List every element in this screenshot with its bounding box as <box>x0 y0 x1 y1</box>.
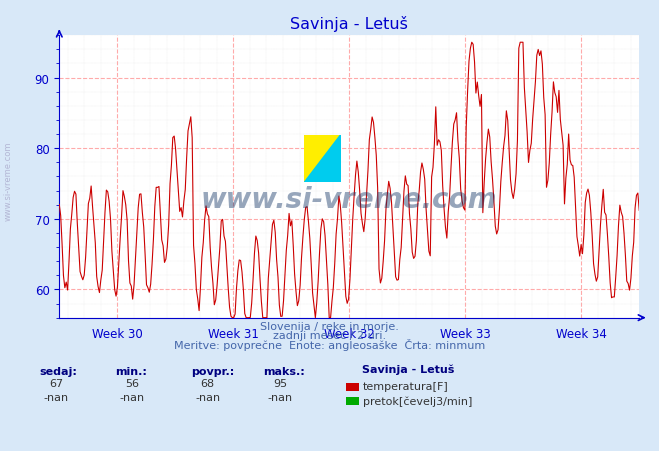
Text: Savinja - Letuš: Savinja - Letuš <box>362 364 455 374</box>
Text: -nan: -nan <box>43 392 69 402</box>
Text: Slovenija / reke in morje.: Slovenija / reke in morje. <box>260 321 399 331</box>
Text: -nan: -nan <box>119 392 144 402</box>
Text: sedaj:: sedaj: <box>40 366 77 376</box>
Text: temperatura[F]: temperatura[F] <box>363 382 449 391</box>
Text: 67: 67 <box>49 378 63 388</box>
Polygon shape <box>304 135 341 183</box>
Text: pretok[čevelj3/min]: pretok[čevelj3/min] <box>363 395 473 406</box>
Text: min.:: min.: <box>115 366 147 376</box>
Text: 56: 56 <box>125 378 139 388</box>
Bar <box>346 397 359 405</box>
Text: Meritve: povprečne  Enote: angleosaške  Črta: minmum: Meritve: povprečne Enote: angleosaške Čr… <box>174 338 485 350</box>
Text: maks.:: maks.: <box>264 366 305 376</box>
Text: -nan: -nan <box>268 392 293 402</box>
Text: 95: 95 <box>273 378 287 388</box>
Bar <box>346 383 359 391</box>
Polygon shape <box>304 135 341 183</box>
Text: 68: 68 <box>200 378 215 388</box>
Text: zadnji mesec / 2 uri.: zadnji mesec / 2 uri. <box>273 330 386 340</box>
Text: -nan: -nan <box>195 392 220 402</box>
Title: Savinja - Letuš: Savinja - Letuš <box>291 16 408 32</box>
Text: www.si-vreme.com: www.si-vreme.com <box>3 141 13 220</box>
Text: www.si-vreme.com: www.si-vreme.com <box>201 186 498 213</box>
Text: povpr.:: povpr.: <box>191 366 235 376</box>
